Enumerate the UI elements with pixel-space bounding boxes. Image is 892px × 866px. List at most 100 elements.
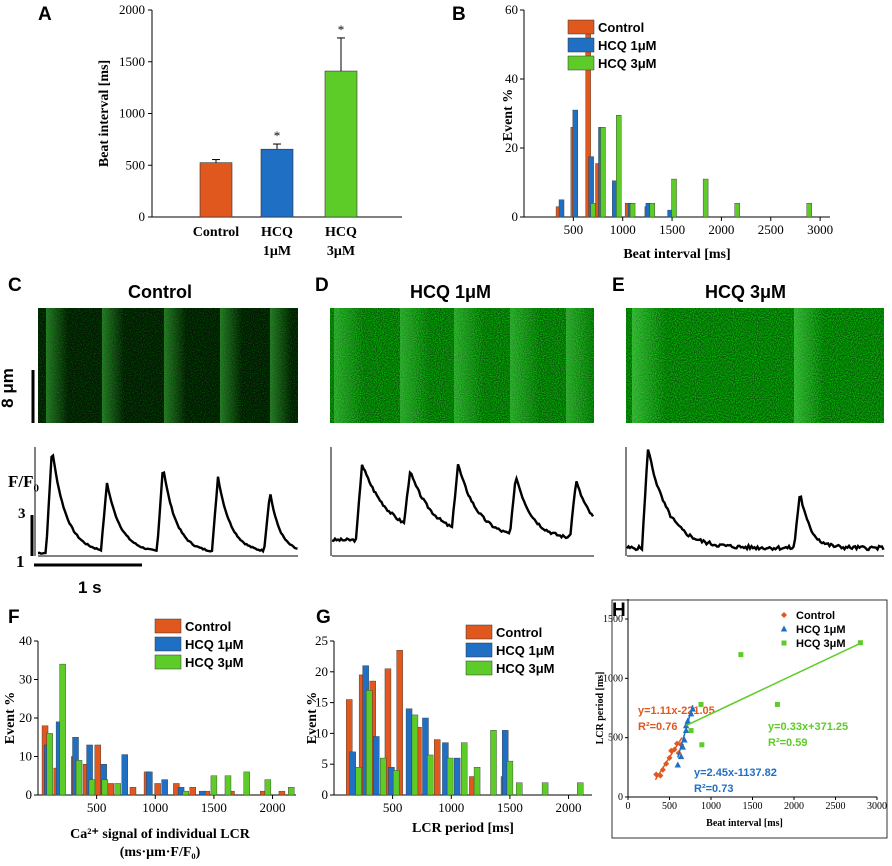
h-point-0-6: [671, 746, 678, 753]
g-bar-2-1: [365, 690, 373, 796]
trace-scale-y: 3: [18, 506, 26, 522]
f-ytick-label-0: 0: [26, 787, 33, 802]
g-bar-1-6: [442, 742, 449, 796]
b-ytick-label-1: 20: [505, 140, 518, 155]
f-bar-0-13: [259, 790, 267, 796]
f-bar-0-7: [143, 771, 151, 796]
h-point-1-0: [674, 761, 681, 768]
f-bar-0-14: [278, 790, 286, 796]
h-point-2-5: [857, 640, 863, 646]
g-bar-2-3: [392, 770, 400, 796]
f-xlabel2: (ms·μm·F/F₀): [120, 845, 201, 860]
h-xtick-label-4: 2000: [784, 801, 804, 812]
f-bar-0-10: [189, 787, 197, 796]
f-bar-1-2: [72, 737, 79, 796]
g-bar-1-1: [362, 665, 369, 796]
g-bar-0-2: [369, 680, 376, 796]
f-bar-0-5: [107, 783, 114, 796]
f-bar-0-11: [203, 790, 211, 796]
f-bar-0-8: [154, 783, 161, 796]
h-xtick-label-5: 2500: [826, 801, 846, 812]
g-bar-0-0: [346, 699, 353, 796]
b-bar-0-2: [585, 23, 591, 218]
f-ylabel: Event %: [3, 692, 18, 745]
a-ytick-label-1: 500: [126, 157, 146, 172]
a-bar-2: [324, 70, 358, 218]
b-bar-2-3: [629, 202, 636, 218]
h-ytick-label-0: 0: [618, 792, 623, 803]
g-bar-2-5: [426, 754, 434, 796]
h-point-0-7: [673, 740, 680, 747]
b-xtick-label-4: 2500: [758, 222, 784, 237]
g-bar-1-8: [502, 730, 509, 796]
b-xlabel: Beat interval [ms]: [623, 247, 730, 262]
h-equation-0: y=1.11x-221.05: [638, 705, 715, 717]
b-bar-1-0: [558, 199, 565, 218]
h-point-0-1: [657, 772, 664, 779]
linescan-image-hcq3: [626, 308, 884, 423]
f-bar-1-4: [100, 764, 107, 796]
b-ytick-label-0: 0: [512, 209, 519, 224]
g-legend-label-1: HCQ 1μM: [496, 643, 555, 658]
g-ylabel: Event %: [305, 692, 320, 745]
g-bar-1-7: [453, 757, 461, 796]
f-bar-1-9: [198, 790, 206, 796]
a-category-label-0-0: Control: [193, 225, 240, 240]
g-bar-2-6: [446, 757, 454, 796]
g-bar-2-8: [473, 767, 481, 796]
g-bar-0-3: [384, 668, 392, 796]
image-title-control: Control: [128, 282, 192, 302]
f-bar-0-4: [94, 744, 102, 796]
b-ytick-label-3: 60: [505, 2, 518, 17]
b-bar-2-4: [649, 202, 656, 218]
g-ytick-label-4: 20: [315, 664, 328, 679]
g-bar-2-13: [577, 782, 584, 796]
b-bar-1-7: [667, 209, 673, 218]
b-bar-0-0: [555, 206, 562, 218]
f-xlabel: Ca²⁺ signal of individual LCR: [70, 827, 251, 842]
h-point-1-3: [682, 727, 690, 734]
g-xtick-label-2: 1500: [497, 800, 523, 815]
trace-hcq3: [626, 449, 885, 553]
h-legend-marker-0: [781, 612, 787, 618]
a-ytick-label-4: 2000: [119, 2, 145, 17]
g-ytick-label-3: 15: [315, 695, 328, 710]
b-bar-0-4: [624, 202, 631, 218]
f-bar-0-3: [82, 764, 90, 796]
trace-ylabel-sub: 0: [33, 482, 40, 495]
trace-control: [37, 453, 298, 555]
g-ytick-label-2: 10: [315, 725, 328, 740]
f-bar-0-0: [41, 725, 49, 796]
h-point-0-8: [675, 750, 682, 757]
linescan-image-control: [38, 308, 298, 423]
panel-label-c: C: [8, 275, 22, 296]
f-bar-2-11: [288, 787, 295, 796]
a-bar-0: [199, 162, 233, 218]
f-legend-label-2: HCQ 3μM: [185, 655, 244, 670]
g-bar-2-9: [490, 730, 497, 796]
h-point-1-6: [689, 705, 696, 712]
image-title-hcq1: HCQ 1μM: [410, 282, 492, 302]
a-sig-2: *: [338, 22, 345, 37]
b-xtick-label-3: 2000: [708, 222, 734, 237]
g-bar-0-8: [500, 776, 508, 796]
h-xtick-label-0: 0: [626, 801, 631, 812]
h-xtick-label-1: 500: [662, 801, 677, 812]
linescan-image-hcq1: [330, 308, 594, 423]
f-ytick-label-2: 20: [19, 710, 32, 725]
g-bar-0-6: [434, 739, 441, 796]
h-point-0-9: [678, 741, 685, 748]
h-r2-1: R²=0.73: [694, 783, 733, 795]
h-point-2-2: [699, 742, 705, 748]
h-point-1-2: [681, 736, 688, 743]
b-xtick-label-2: 1500: [659, 222, 685, 237]
h-point-1-5: [687, 710, 695, 717]
g-bar-2-7: [460, 742, 468, 796]
f-xtick-label-1: 1000: [142, 800, 168, 815]
f-bar-1-1: [55, 721, 63, 796]
b-ylabel: Event %: [501, 89, 516, 142]
g-bar-2-4: [411, 714, 419, 796]
panel-label-e: E: [612, 275, 625, 296]
g-legend-swatch-2: [465, 660, 493, 676]
b-xtick-label-1: 1000: [610, 222, 636, 237]
